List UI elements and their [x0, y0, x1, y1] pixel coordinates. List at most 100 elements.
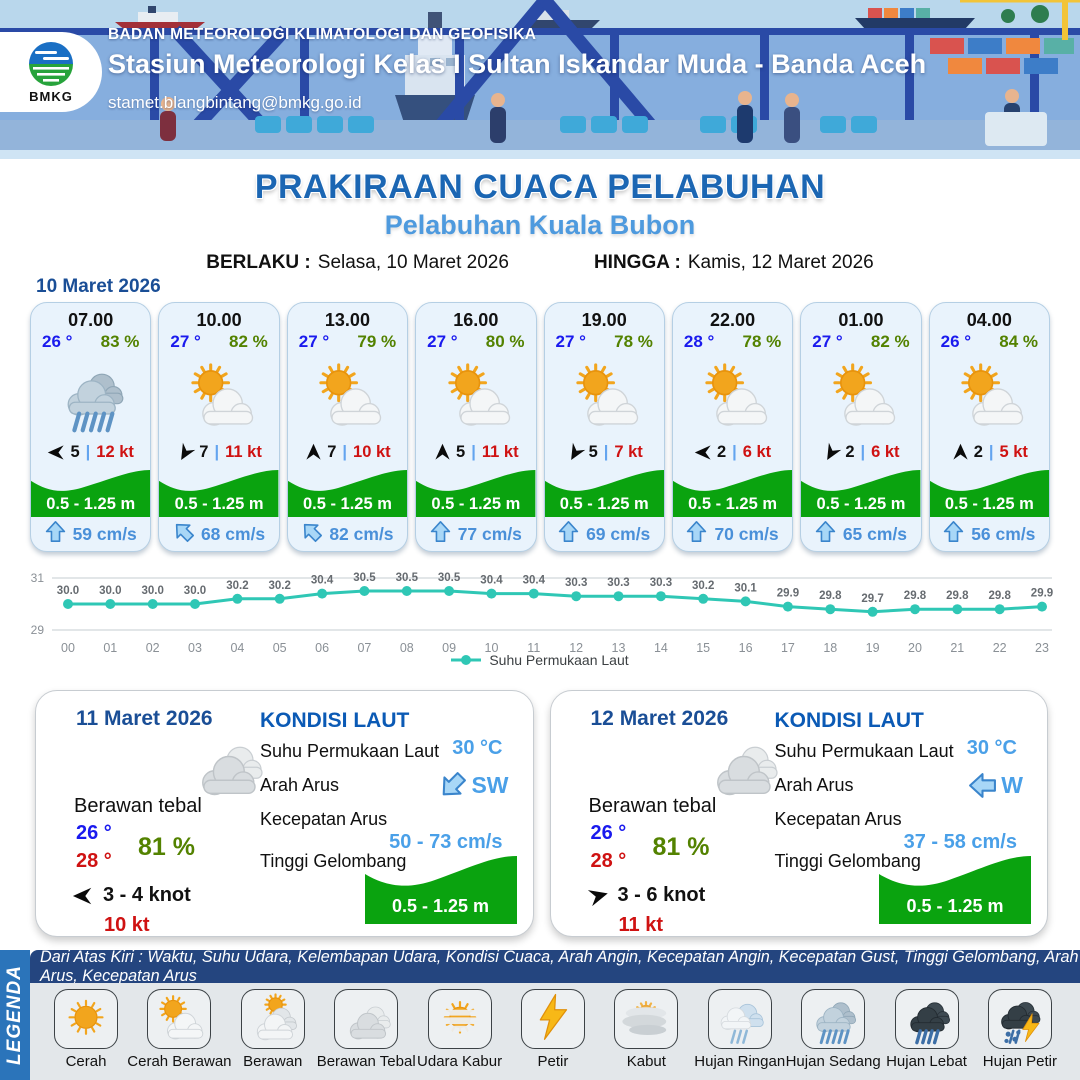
current-row: 69 cm/s: [545, 517, 664, 551]
svg-text:11: 11: [527, 641, 540, 655]
svg-text:12: 12: [569, 641, 583, 655]
svg-text:30.0: 30.0: [57, 585, 79, 597]
hourly-forecast-card: 10.00 27 ° 82 % 7 | 11 kt 0.5 - 1.25 m 6…: [158, 302, 280, 552]
daily-wave-value: 0.5 - 1.25 m: [906, 896, 1004, 916]
wind-gust-separator: |: [342, 442, 348, 461]
wind-gust-separator: |: [860, 442, 866, 461]
wave-height-band: 0.5 - 1.25 m: [801, 467, 921, 518]
daily-weather-icon: [176, 725, 276, 805]
current-speed: 56 cm/s: [971, 523, 1036, 544]
validity-row: BERLAKU : Selasa, 10 Maret 2026 HINGGA : K…: [0, 252, 1080, 274]
valid-to-date: Kamis, 12 Maret 2026: [687, 252, 874, 273]
current-speed: 77 cm/s: [457, 523, 522, 544]
daily-wave-badge: 0.5 - 1.25 m: [879, 852, 1031, 924]
current-speed: 70 cm/s: [714, 523, 779, 544]
svg-text:30.3: 30.3: [565, 577, 587, 589]
legend-item-label: Hujan Ringan: [694, 1053, 786, 1070]
wind-gust-separator: |: [471, 442, 476, 461]
cerah-berawan-icon: [159, 995, 204, 1040]
port-name: Pelabuhan Kuala Bubon: [384, 210, 696, 240]
legend-item: Hujan Petir: [974, 989, 1066, 1080]
legend-item-label: Udara Kabur: [417, 1053, 503, 1070]
daily-wave-value: 0.5 - 1.25 m: [391, 896, 490, 916]
wave-height-value: 0.5 - 1.25 m: [816, 495, 906, 514]
wind-row: 5 | 12 kt: [31, 438, 150, 467]
svg-text:10: 10: [485, 641, 499, 655]
gust-speed: 5 kt: [999, 442, 1028, 461]
current-direction-value-row: W: [969, 771, 1023, 800]
current-speed: 82 cm/s: [329, 523, 394, 544]
port-illustration: [0, 0, 1080, 150]
wind-row: 5 | 11 kt: [416, 438, 535, 467]
svg-text:29.8: 29.8: [819, 590, 842, 602]
legend-weather-icon: [894, 989, 959, 1049]
svg-text:00: 00: [61, 641, 75, 655]
svg-text:30.5: 30.5: [396, 572, 419, 584]
berawan-icon: [256, 993, 297, 1041]
sea-temperature-chart: 31 29 30.0 00 30.0 01 30.0 02 30.0 03 30.2 04 30.2 05…: [0, 556, 1080, 686]
legend-weather-icon: [54, 989, 118, 1049]
chart-legend-marker-icon: [451, 655, 482, 665]
legend-weather-icon: [427, 989, 492, 1049]
daily-weather-icon: [691, 725, 791, 805]
current-direction-arrow-icon: [301, 520, 323, 548]
svg-text:29.7: 29.7: [861, 593, 883, 605]
svg-text:16: 16: [739, 641, 753, 655]
forecast-time: 04.00: [966, 310, 1012, 330]
legend-item-label: Hujan Petir: [982, 1053, 1057, 1070]
svg-text:23: 23: [1035, 641, 1049, 655]
agency-name: BADAN METEOROLOGI KLIMATOLOGI DAN GEOFIS…: [108, 26, 537, 43]
svg-text:30.5: 30.5: [438, 572, 461, 584]
wave-height-band: 0.5 - 1.25 m: [287, 467, 408, 518]
svg-text:30.1: 30.1: [734, 582, 757, 594]
current-row: 77 cm/s: [416, 517, 535, 551]
daily-wind-row: 3 - 4 knot: [72, 884, 191, 907]
air-temperature: 27 °: [298, 331, 330, 351]
legend-item: Cerah: [40, 989, 132, 1080]
wave-shape: [544, 469, 664, 518]
station-email: stamet.blangbintang@bmkg.go.id: [108, 93, 362, 112]
gust-speed: 11 kt: [481, 442, 519, 461]
wind-direction-arrow-icon: [822, 442, 842, 462]
svg-text:13: 13: [612, 641, 626, 655]
svg-text:30.2: 30.2: [226, 580, 248, 592]
current-direction-label: Arah Arus: [260, 775, 340, 795]
legend-item: Hujan Lebat: [881, 989, 973, 1080]
humidity-value: 79 %: [357, 331, 397, 351]
svg-text:14: 14: [654, 641, 668, 655]
wave-height-band: 0.5 - 1.25 m: [544, 467, 664, 518]
daily-humidity: 81 %: [138, 833, 195, 861]
legend-weather-icon: [987, 989, 1052, 1049]
legend-item: Berawan Tebal: [317, 989, 416, 1080]
svg-text:30.4: 30.4: [480, 575, 503, 587]
current-row: 68 cm/s: [159, 517, 278, 551]
gust-speed: 6 kt: [742, 442, 772, 461]
daily-wind-arrow-icon: [72, 885, 94, 907]
air-temperature: 26 °: [940, 331, 972, 351]
current-row: 82 cm/s: [288, 517, 407, 551]
wind-direction-arrow-icon: [694, 443, 713, 462]
petir-icon: [539, 993, 568, 1040]
legend-items-row: Cerah Cerah Berawan Berawan Berawan Teba…: [30, 983, 1080, 1080]
wind-direction-arrow-icon: [566, 442, 585, 462]
wave-shape: [31, 469, 151, 518]
gust-speed: 12 kt: [96, 442, 134, 461]
forecast-date-label: 10 Maret 2026: [36, 276, 161, 297]
current-row: 65 cm/s: [801, 517, 920, 551]
current-direction-arrow-icon: [686, 520, 707, 548]
daily-condition: Berawan tebal: [588, 795, 717, 817]
current-direction-label: Arah Arus: [774, 775, 854, 795]
daily-condition: Berawan tebal: [74, 795, 202, 817]
sea-conditions-heading: KONDISI LAUT: [260, 709, 410, 732]
current-direction-arrow-icon: [815, 520, 836, 548]
daily-date: 11 Maret 2026: [76, 707, 213, 730]
hujan-sedang-icon: [816, 1002, 857, 1045]
cerah-berawan-icon: [833, 363, 896, 426]
chart-legend-label: Suhu Permukaan Laut: [489, 652, 629, 668]
svg-text:30.0: 30.0: [99, 585, 121, 597]
legend-item: Kabut: [600, 989, 692, 1080]
legend-item: Hujan Sedang: [786, 989, 881, 1080]
berawan-tebal-icon: [202, 746, 263, 796]
wind-speed: 5: [456, 442, 466, 461]
gust-speed: 6 kt: [871, 442, 900, 461]
